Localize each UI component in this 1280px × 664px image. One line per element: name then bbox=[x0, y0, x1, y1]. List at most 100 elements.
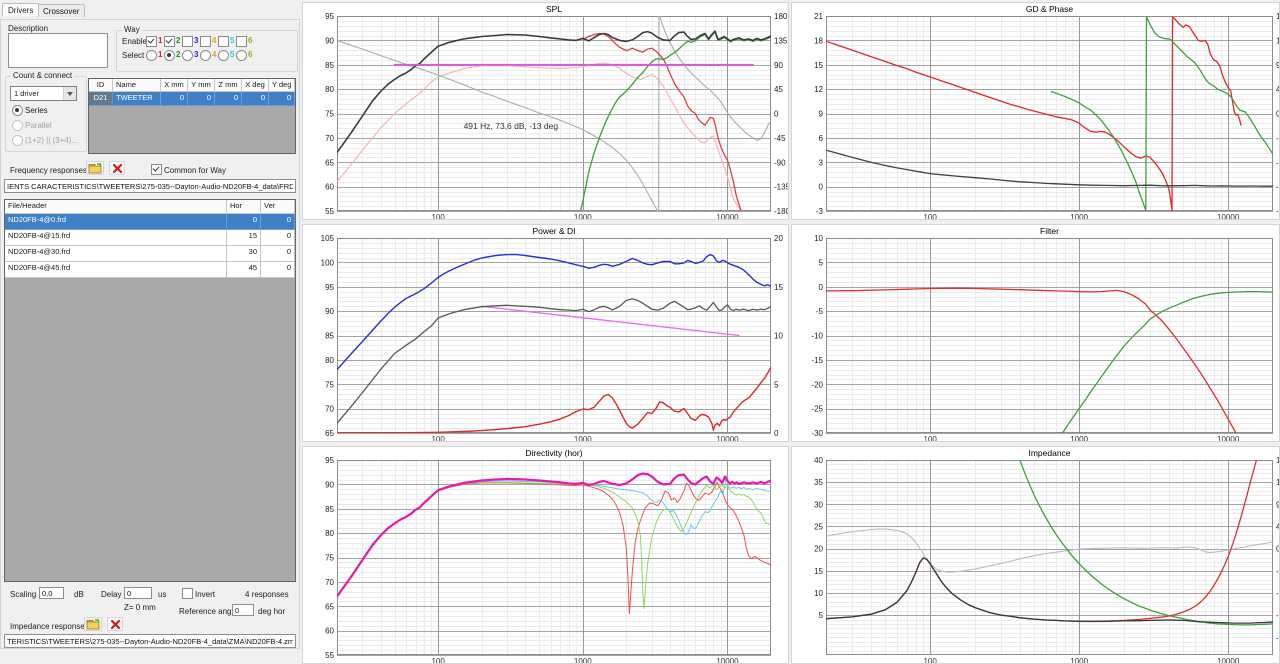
svg-text:95: 95 bbox=[325, 12, 334, 21]
driver-row-tweeter[interactable]: D21 TWEETER 0 0 0 0 0 bbox=[89, 92, 295, 106]
svg-text:0: 0 bbox=[819, 283, 824, 292]
chart-directivity[interactable]: 95 90 85 80 75 70 65 60 55 100 1000 10000 Directivit… bbox=[302, 446, 789, 664]
scaling-field[interactable] bbox=[39, 587, 64, 599]
driver-count-dropdown[interactable]: 1 driver bbox=[10, 86, 77, 101]
way-enable-3-checkbox[interactable] bbox=[182, 36, 193, 47]
common-for-way-label: Common for Way bbox=[164, 166, 226, 175]
way-select-4-radio[interactable] bbox=[200, 50, 211, 61]
file-row-15deg[interactable]: ND20FB-4@15.frd 15 0 bbox=[5, 230, 295, 246]
description-field[interactable] bbox=[8, 33, 108, 68]
svg-text:-135: -135 bbox=[774, 183, 788, 192]
chart-filter[interactable]: 10 5 0 -5 -10 -15 -20 -25 -30 100 1000 10000 Filter bbox=[791, 224, 1280, 442]
way-enable-2-checkbox[interactable] bbox=[164, 36, 175, 47]
svg-text:45: 45 bbox=[1276, 522, 1279, 531]
svg-text:12: 12 bbox=[814, 85, 823, 94]
driver-count-value: 1 driver bbox=[14, 89, 40, 98]
file-ver-cell: 0 bbox=[261, 246, 295, 262]
way-select-1-radio[interactable] bbox=[146, 50, 157, 61]
series-gd-phase-green bbox=[1050, 16, 1273, 211]
svg-text:95: 95 bbox=[325, 456, 334, 465]
clear-zma-button[interactable] bbox=[107, 617, 123, 631]
series-spl-onaxis-black bbox=[337, 30, 771, 154]
driver-col-id: ID bbox=[89, 79, 113, 92]
way-enable-6-checkbox[interactable] bbox=[236, 36, 247, 47]
way-select-6-radio[interactable] bbox=[236, 50, 247, 61]
series-radio[interactable] bbox=[12, 105, 23, 116]
svg-text:10000: 10000 bbox=[716, 657, 739, 663]
chart-spl[interactable]: 95 90 85 80 75 70 65 60 55 100 1000 10000 180 135 90 45… bbox=[302, 2, 789, 220]
open-frd-button[interactable] bbox=[86, 161, 104, 175]
cursor-annotation: 491 Hz, 73,6 dB, -13 deg bbox=[464, 121, 559, 131]
svg-text:180: 180 bbox=[1276, 456, 1279, 465]
file-hor-cell: 30 bbox=[227, 246, 261, 262]
svg-text:-30: -30 bbox=[811, 429, 823, 438]
svg-text:-45: -45 bbox=[774, 134, 786, 143]
svg-text:10: 10 bbox=[774, 332, 783, 341]
file-row-0deg[interactable]: ND20FB-4@0.frd 0 0 bbox=[5, 214, 295, 230]
svg-text:10: 10 bbox=[814, 234, 823, 243]
open-zma-button[interactable] bbox=[84, 617, 102, 631]
chart-power-di[interactable]: 105 100 95 90 85 80 75 70 65 100 1000 10000 20 15 10 5 0… bbox=[302, 224, 789, 442]
svg-text:35: 35 bbox=[814, 478, 823, 487]
series-parallel-radio[interactable] bbox=[12, 135, 23, 146]
parallel-radio[interactable] bbox=[12, 120, 23, 131]
way-select-5-radio[interactable] bbox=[218, 50, 229, 61]
file-table: File/Header Hor Ver ND20FB-4@0.frd 0 0 N… bbox=[4, 199, 296, 582]
tab-crossover[interactable]: Crossover bbox=[37, 4, 86, 17]
invert-label: Invert bbox=[195, 590, 216, 599]
way-4-label: 4 bbox=[212, 36, 217, 45]
description-label: Description bbox=[8, 24, 49, 33]
file-row-30deg[interactable]: ND20FB-4@30.frd 30 0 bbox=[5, 246, 295, 262]
way-select-2-radio[interactable] bbox=[164, 50, 175, 61]
driver-ymm-cell: 0 bbox=[188, 92, 215, 106]
series-power-di-red bbox=[337, 366, 771, 433]
invert-checkbox[interactable] bbox=[182, 588, 193, 599]
way-enable-4-checkbox[interactable] bbox=[200, 36, 211, 47]
svg-text:65: 65 bbox=[325, 429, 334, 438]
svg-text:1000: 1000 bbox=[574, 435, 592, 441]
svg-text:20: 20 bbox=[774, 234, 783, 243]
chart-gd-phase[interactable]: 21 18 15 12 9 6 3 0 -3 100 1000 10000 180 135 90 45 0 -45… bbox=[791, 2, 1280, 220]
way-select-2-label: 2 bbox=[176, 50, 181, 59]
svg-text:-135: -135 bbox=[1276, 611, 1279, 620]
folder-open-icon bbox=[88, 162, 102, 173]
way-enable-5-checkbox[interactable] bbox=[218, 36, 229, 47]
series-dir-15deg-cyan bbox=[337, 475, 771, 597]
reference-angle-field[interactable] bbox=[232, 604, 254, 616]
scaling-label: Scaling bbox=[10, 590, 37, 599]
svg-text:10000: 10000 bbox=[716, 213, 739, 219]
driver-table: ID Name X mm Y mm Z mm X deg Y deg D21 T… bbox=[88, 78, 296, 154]
common-for-way-checkbox[interactable] bbox=[151, 164, 162, 175]
frd-path-field[interactable] bbox=[4, 179, 296, 193]
svg-text:-180: -180 bbox=[1276, 633, 1279, 642]
svg-text:30: 30 bbox=[814, 500, 823, 509]
svg-text:135: 135 bbox=[774, 36, 788, 45]
clear-frd-button[interactable] bbox=[109, 161, 125, 175]
svg-text:70: 70 bbox=[325, 134, 334, 143]
chart-impedance[interactable]: 40 35 30 25 20 15 10 5 100 1000 10000 180 135 90 45 0 -4… bbox=[791, 446, 1280, 664]
svg-text:90: 90 bbox=[1276, 61, 1279, 70]
way-select-3-label: 3 bbox=[194, 50, 199, 59]
svg-text:60: 60 bbox=[325, 627, 334, 636]
svg-text:90: 90 bbox=[774, 61, 783, 70]
tab-drivers[interactable]: Drivers bbox=[2, 3, 40, 16]
way-group: Way bbox=[116, 25, 298, 72]
zma-path-field[interactable] bbox=[4, 634, 296, 648]
svg-text:10000: 10000 bbox=[1217, 213, 1240, 219]
impedance-response-label: Impedance response bbox=[10, 622, 85, 631]
svg-text:100: 100 bbox=[321, 258, 335, 267]
way-select-3-radio[interactable] bbox=[182, 50, 193, 61]
svg-text:1000: 1000 bbox=[1070, 213, 1088, 219]
file-col-name: File/Header bbox=[5, 200, 227, 214]
svg-text:105: 105 bbox=[321, 234, 335, 243]
vituixcad-drivers-window: { "panel": { "tabs": ["Drivers", "Crosso… bbox=[0, 0, 1280, 649]
svg-text:100: 100 bbox=[431, 213, 445, 219]
series-dir-30deg-green bbox=[337, 481, 771, 610]
driver-col-name: Name bbox=[113, 79, 161, 92]
way-select-6-label: 6 bbox=[248, 50, 253, 59]
file-ver-cell: 0 bbox=[261, 230, 295, 246]
delay-field[interactable] bbox=[124, 587, 152, 599]
way-enable-1-checkbox[interactable] bbox=[146, 36, 157, 47]
svg-text:-25: -25 bbox=[811, 405, 823, 414]
file-row-45deg[interactable]: ND20FB-4@45.frd 45 0 bbox=[5, 262, 295, 278]
